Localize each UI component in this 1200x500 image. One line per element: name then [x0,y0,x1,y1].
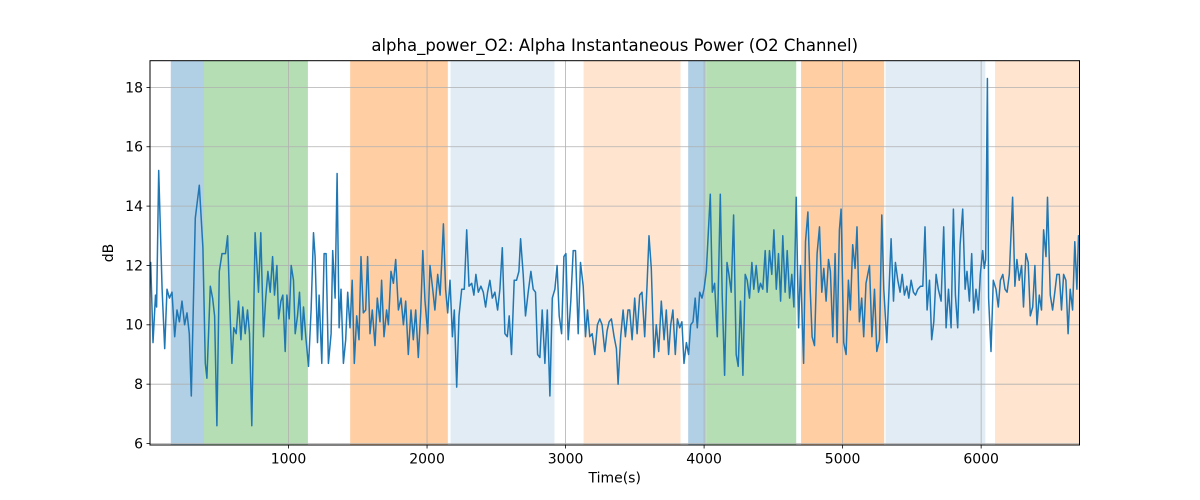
x-tick-label: 5000 [825,452,861,468]
stage-band-light-blue [885,60,986,445]
series-alpha_power_O2 [149,77,1080,427]
alpha-power-line [149,77,1080,427]
y-tick-label: 16 [125,140,143,156]
x-tick-label: 3000 [548,452,584,468]
stage-band-blue [688,60,707,445]
gridlines [150,60,1080,445]
y-axis-label: dB [101,244,117,263]
stage-bands [170,60,1080,445]
x-tick-label: 6000 [963,452,999,468]
x-tick-label: 2000 [409,452,445,468]
x-tick-label: 1000 [271,452,307,468]
plot-border [149,60,1080,446]
axes: 1000 2000 3000 4000 5000 6000 6 8 10 12 14 16 18 [125,60,1080,468]
stage-band-orange [350,60,448,445]
y-tick-label: 12 [125,258,143,274]
stage-band-light-orange [995,60,1080,445]
y-tick-label: 6 [134,436,143,452]
stage-band-blue [170,60,205,445]
y-tick-label: 8 [134,377,143,393]
x-tick-label: 4000 [686,452,722,468]
y-tick-label: 18 [125,80,143,96]
y-tick-label: 14 [125,199,143,215]
chart-title: alpha_power_O2: Alpha Instantaneous Powe… [371,36,858,56]
x-axis-label: Time(s) [587,471,640,487]
stage-band-light-orange [583,60,681,445]
y-tick-label: 10 [125,318,143,334]
